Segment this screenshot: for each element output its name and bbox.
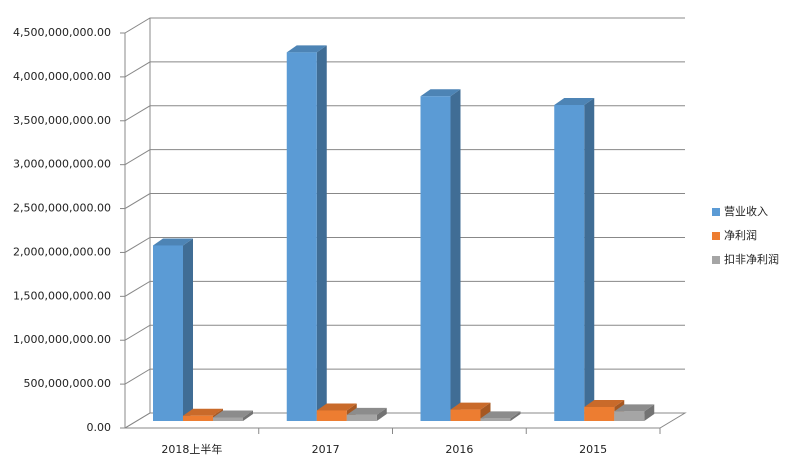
- bar-top: [213, 410, 253, 418]
- bar-top: [480, 411, 521, 419]
- bar-side: [376, 407, 387, 421]
- bar-top: [346, 407, 387, 415]
- y-tick-label: 3,000,000,000.00: [13, 158, 111, 171]
- bar-top: [614, 404, 655, 412]
- bar: [480, 411, 521, 421]
- legend-swatch: [712, 232, 720, 240]
- y-tick-label: 2,500,000,000.00: [13, 202, 111, 215]
- legend-label: 营业收入: [724, 204, 768, 218]
- grid-line: [124, 368, 685, 385]
- bar-front: [420, 96, 451, 421]
- bar-top: [554, 98, 595, 105]
- bar-front: [480, 418, 511, 421]
- bar-side: [480, 402, 491, 421]
- grid-line: [124, 61, 685, 78]
- bar-top: [584, 399, 625, 407]
- bar-front: [584, 406, 615, 421]
- bar-side: [450, 89, 461, 421]
- bar-front: [153, 245, 183, 421]
- bar-side: [644, 404, 655, 421]
- bar: [584, 399, 625, 421]
- grid-line: [124, 236, 685, 253]
- bar: [420, 89, 461, 421]
- y-tick-label: 2,000,000,000.00: [13, 245, 111, 258]
- grid-line: [124, 149, 685, 166]
- bar: [213, 410, 253, 421]
- bar-side: [510, 411, 521, 421]
- grid-line: [124, 324, 685, 341]
- legend-swatch: [712, 256, 720, 264]
- bar-front: [213, 417, 243, 421]
- bar: [554, 98, 595, 421]
- legend-label: 净利润: [724, 228, 757, 242]
- x-tick-label: 2015: [579, 443, 607, 456]
- bar-side: [243, 410, 253, 421]
- grid-line: [124, 17, 685, 34]
- bar-side: [316, 45, 327, 421]
- bar: [450, 402, 491, 421]
- bar-side: [584, 98, 595, 421]
- bar-front: [554, 105, 585, 421]
- legend-label: 扣非净利润: [724, 252, 779, 266]
- bar-top: [316, 403, 357, 411]
- bar: [346, 407, 387, 421]
- y-tick-label: 1,000,000,000.00: [13, 333, 111, 346]
- grid-line: [124, 193, 685, 209]
- y-tick-label: 4,000,000,000.00: [13, 70, 111, 83]
- bar: [614, 404, 655, 421]
- legend-swatch: [712, 208, 720, 216]
- bar-front: [614, 411, 645, 421]
- bar-top: [420, 89, 461, 97]
- bar-front: [346, 414, 377, 421]
- y-tick-label: 0.00: [87, 421, 112, 434]
- grid-line: [124, 105, 685, 122]
- bar-front: [316, 410, 347, 421]
- bar-front: [286, 52, 317, 421]
- grid-line: [124, 280, 685, 297]
- y-tick-label: 500,000,000.00: [24, 377, 111, 390]
- x-tick-label: 2017: [312, 443, 340, 456]
- bar-top: [286, 45, 327, 53]
- bar-top: [183, 408, 223, 416]
- bar-top: [153, 238, 193, 246]
- y-tick-label: 4,500,000,000.00: [13, 26, 111, 39]
- bar-front: [183, 415, 213, 421]
- bar: [286, 45, 327, 421]
- y-tick-label: 1,500,000,000.00: [13, 289, 111, 302]
- y-tick-label: 3,500,000,000.00: [13, 114, 111, 127]
- bar-side: [183, 238, 193, 421]
- bar-front: [450, 409, 481, 421]
- x-tick-label: 2018上半年: [161, 442, 222, 456]
- bar-top: [450, 402, 491, 410]
- bar: [153, 238, 193, 421]
- x-tick-label: 2016: [445, 443, 473, 456]
